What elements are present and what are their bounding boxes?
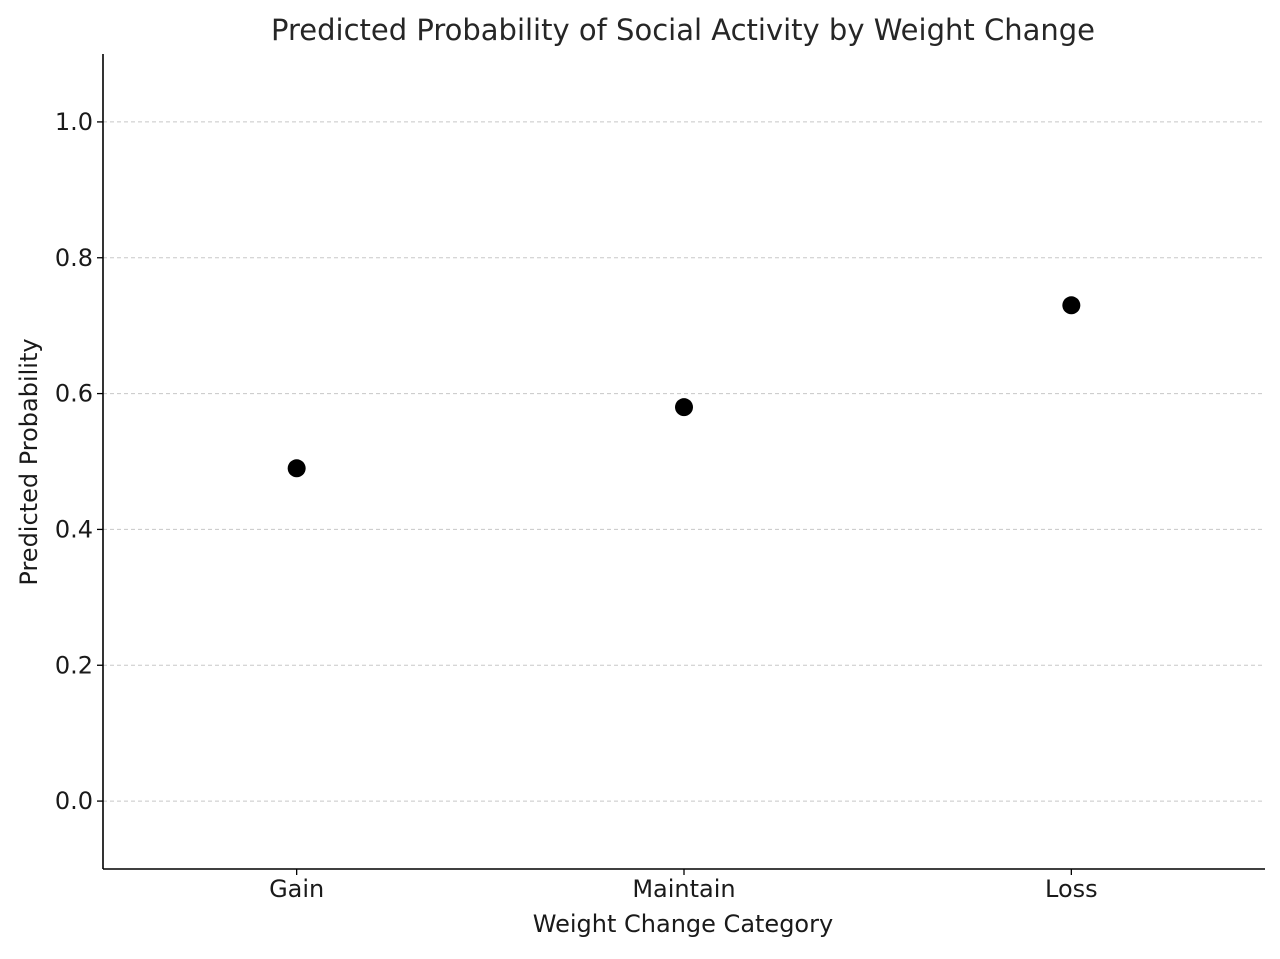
x-tick-label: Loss bbox=[1045, 875, 1098, 903]
data-point bbox=[675, 398, 693, 417]
x-tick-label: Gain bbox=[269, 875, 324, 903]
y-ticks: 0.0 0.2 0.4 0.6 0.8 1.0 bbox=[55, 108, 103, 815]
x-axis-label: Weight Change Category bbox=[533, 910, 833, 938]
y-tick-label: 1.0 bbox=[55, 108, 93, 136]
data-points bbox=[287, 296, 1081, 478]
grid-lines bbox=[103, 121, 1265, 802]
axes bbox=[102, 54, 1265, 870]
y-tick-label: 0.2 bbox=[55, 651, 93, 679]
data-point bbox=[1062, 296, 1081, 315]
y-tick-label: 0.4 bbox=[55, 515, 93, 543]
data-point bbox=[287, 459, 306, 478]
x-tick-label: Maintain bbox=[632, 875, 735, 903]
y-tick-label: 0.0 bbox=[55, 787, 93, 815]
y-axis-label: Predicted Probability bbox=[15, 338, 43, 585]
y-tick-label: 0.6 bbox=[55, 380, 93, 408]
y-tick-label: 0.8 bbox=[55, 244, 93, 272]
chart-title: Predicted Probability of Social Activity… bbox=[271, 13, 1095, 47]
x-ticks: Gain Maintain Loss bbox=[269, 869, 1098, 903]
